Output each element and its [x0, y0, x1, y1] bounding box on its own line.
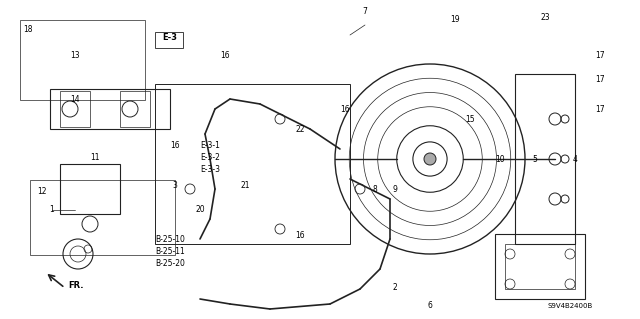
- Text: 16: 16: [340, 106, 350, 115]
- Text: 22: 22: [295, 125, 305, 135]
- Text: 1: 1: [50, 205, 54, 214]
- Text: FR.: FR.: [68, 280, 83, 290]
- Text: 17: 17: [595, 76, 605, 85]
- Text: 23: 23: [540, 13, 550, 23]
- Text: 9: 9: [392, 186, 397, 195]
- Text: B-25-11: B-25-11: [155, 248, 185, 256]
- Bar: [20, 20, 145, 100]
- Text: E-3: E-3: [163, 33, 177, 42]
- Text: 18: 18: [23, 26, 33, 34]
- Text: 20: 20: [195, 205, 205, 214]
- Text: S9V4B2400B: S9V4B2400B: [547, 303, 593, 309]
- Text: 16: 16: [220, 50, 230, 60]
- Text: 17: 17: [595, 106, 605, 115]
- Text: 19: 19: [450, 16, 460, 25]
- Text: 12: 12: [37, 188, 47, 197]
- Bar: [120, 91, 150, 127]
- Text: E-3-2: E-3-2: [200, 152, 220, 161]
- Text: B-25-10: B-25-10: [155, 235, 185, 244]
- Text: 4: 4: [573, 155, 577, 165]
- Text: 16: 16: [170, 140, 180, 150]
- Bar: [30, 180, 175, 255]
- Text: 3: 3: [173, 181, 177, 189]
- Text: B-25-20: B-25-20: [155, 259, 185, 269]
- Text: 6: 6: [428, 300, 433, 309]
- Bar: [495, 234, 585, 299]
- Text: 8: 8: [372, 186, 378, 195]
- Bar: [505, 244, 575, 289]
- Bar: [60, 164, 120, 214]
- Text: 5: 5: [532, 155, 538, 165]
- Text: 14: 14: [70, 95, 80, 105]
- Text: 7: 7: [363, 8, 367, 17]
- Bar: [155, 32, 183, 48]
- Text: 16: 16: [295, 231, 305, 240]
- Text: 11: 11: [90, 153, 100, 162]
- Text: E-3-1: E-3-1: [200, 140, 220, 150]
- Bar: [515, 74, 575, 244]
- Text: 10: 10: [495, 155, 505, 165]
- Bar: [155, 84, 350, 244]
- Circle shape: [424, 153, 436, 165]
- Text: 17: 17: [595, 50, 605, 60]
- Text: 2: 2: [392, 283, 397, 292]
- Bar: [60, 91, 90, 127]
- Text: 15: 15: [465, 115, 475, 124]
- Text: 13: 13: [70, 50, 80, 60]
- Text: 21: 21: [240, 181, 250, 189]
- Text: E-3-3: E-3-3: [200, 165, 220, 174]
- Bar: [50, 89, 170, 129]
